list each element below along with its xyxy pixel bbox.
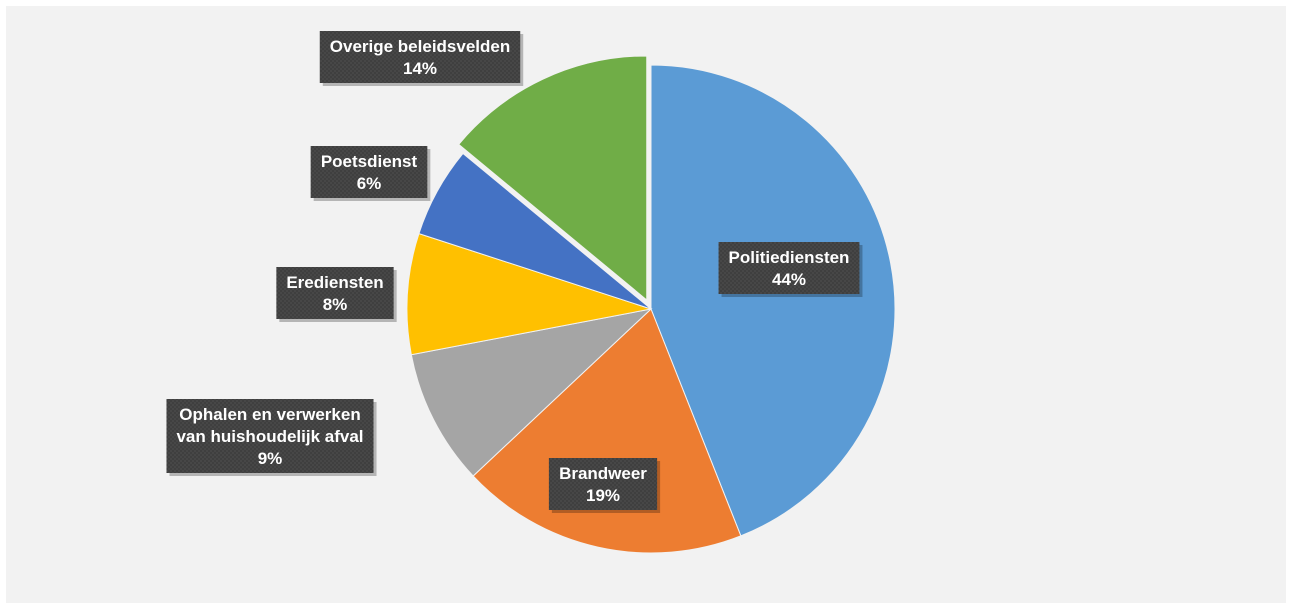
data-label-overige-beleidsvelden: Overige beleidsvelden 14% xyxy=(319,31,524,86)
data-label-category: Brandweer xyxy=(559,464,647,483)
data-label-category: van huishoudelijk afval xyxy=(176,427,363,446)
data-label-box xyxy=(276,267,394,319)
pie-slice-politiediensten xyxy=(650,64,896,537)
data-label-politiediensten: Politiediensten 44% xyxy=(718,242,863,297)
data-label-poetsdienst: Poetsdienst 6% xyxy=(310,146,431,201)
data-label-category: Erediensten xyxy=(286,273,383,292)
data-label-box xyxy=(718,242,860,294)
data-label-ophalen-en-verwerken-van-huishoudelijk-afval: Ophalen en verwerken van huishoudelijk af… xyxy=(166,399,377,476)
data-label-value: 14% xyxy=(403,59,437,78)
data-label-value: 9% xyxy=(258,449,283,468)
data-label-category: Politiediensten xyxy=(729,248,850,267)
data-labels: Politiediensten 44% Brandweer 19% Ophalen en… xyxy=(166,31,863,513)
data-label-value: 44% xyxy=(772,270,806,289)
data-label-category: Ophalen en verwerken xyxy=(179,405,360,424)
data-label-box xyxy=(319,31,521,83)
data-label-value: 8% xyxy=(323,295,348,314)
pie-slice-ophalen-en-verwerken-van-huishoudelijk-afval xyxy=(410,308,653,477)
pie-slices xyxy=(406,55,896,554)
data-label-erediensten: Erediensten 8% xyxy=(276,267,397,322)
data-label-box xyxy=(548,458,658,510)
pie-slice-poetsdienst xyxy=(418,152,652,310)
data-label-category: Overige beleidsvelden xyxy=(330,37,510,56)
data-label-value: 6% xyxy=(357,174,382,193)
pie-slice-erediensten xyxy=(406,232,652,356)
pie-slice-brandweer xyxy=(472,308,742,554)
data-label-brandweer: Brandweer 19% xyxy=(548,458,661,513)
data-label-value: 19% xyxy=(586,486,620,505)
data-label-category: Poetsdienst xyxy=(321,152,418,171)
data-label-box xyxy=(310,146,428,198)
pie-slice-overige-beleidsvelden xyxy=(458,55,648,302)
data-label-box xyxy=(166,399,374,473)
